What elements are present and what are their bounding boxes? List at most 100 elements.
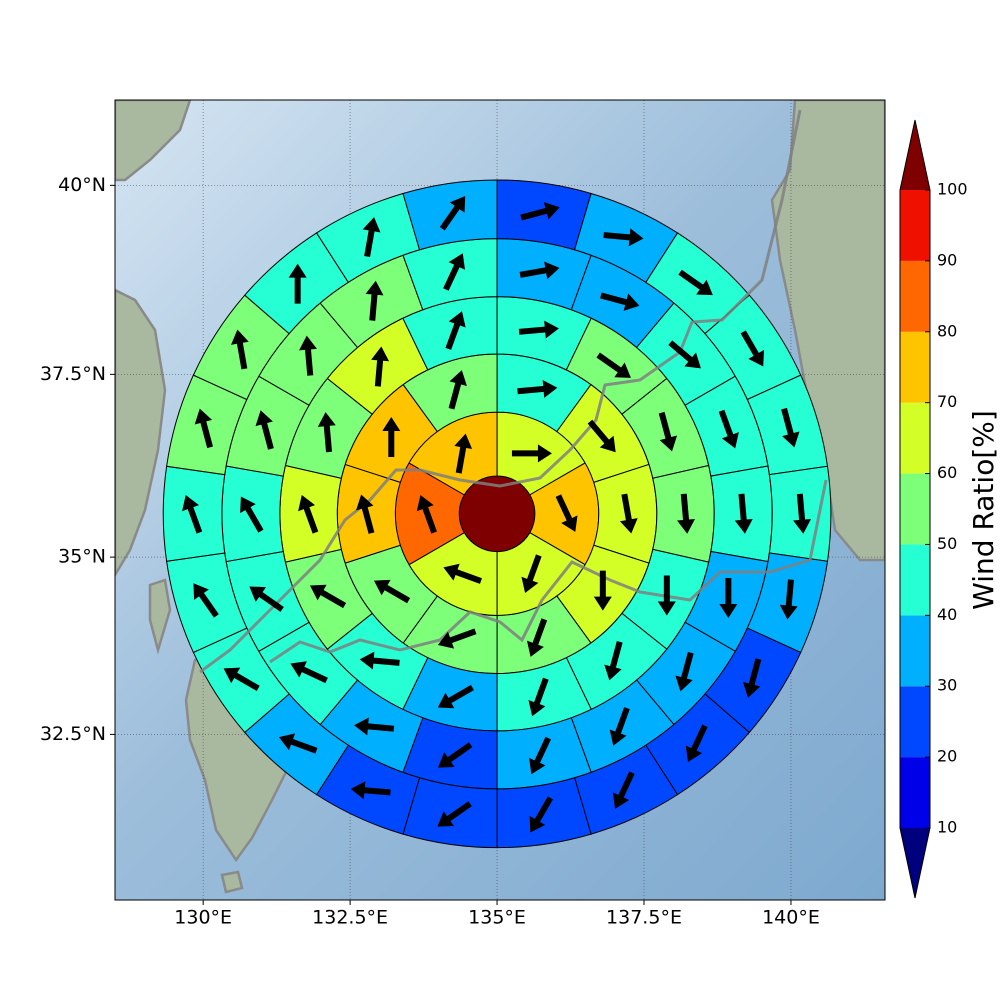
wind-arrow <box>437 801 472 827</box>
wind-arrow <box>593 570 612 611</box>
x-tick-label: 135°E <box>468 907 526 929</box>
wind-arrow <box>600 292 640 311</box>
wind-arrow <box>373 579 411 604</box>
wind-arrow <box>194 408 213 449</box>
colorbar-label: Wind Ratio[%] <box>967 410 1000 610</box>
colorbar-bin <box>900 331 930 403</box>
x-tick-label: 137.5°E <box>606 907 682 929</box>
colorbar-bin <box>900 544 930 616</box>
colorbar-tick-label: 70 <box>937 392 957 411</box>
x-tick-label: 140°E <box>762 907 820 929</box>
wind-arrow <box>609 707 630 746</box>
colorbar-bin <box>900 686 930 758</box>
wind-arrow <box>529 736 551 775</box>
colorbar: 10 20 30 40 50 60 70 80 90 100 <box>899 119 968 899</box>
y-tick-label: 32.5°N <box>40 723 106 745</box>
wind-arrow <box>249 586 284 612</box>
wind-arrow <box>517 379 558 398</box>
wind-arrow <box>448 370 467 410</box>
wind-arrow <box>362 217 381 258</box>
wind-arrow <box>223 667 260 692</box>
colorbar-tick-label: 60 <box>937 463 957 482</box>
colorbar-tick-label: 50 <box>937 534 957 553</box>
colorbar-bin <box>900 473 930 545</box>
wind-arrow <box>519 261 560 280</box>
wind-arrow <box>240 496 264 533</box>
wind-arrow <box>779 579 798 620</box>
wind-arrow <box>288 263 307 304</box>
wind-arrow <box>528 677 549 717</box>
wind-arrow <box>685 724 708 763</box>
wind-arrow <box>231 329 249 370</box>
wind-arrow <box>793 493 812 534</box>
wind-arrow <box>677 493 695 534</box>
y-tick-label: 35°N <box>58 546 106 568</box>
wind-arrow <box>529 796 553 833</box>
colorbar-tick-label: 80 <box>937 321 957 340</box>
x-tick-label: 132.5°E <box>312 907 388 929</box>
colorbar-bin <box>900 402 930 474</box>
wind-arrow <box>675 651 694 692</box>
wind-arrow <box>445 311 466 350</box>
wind-arrow <box>437 628 477 649</box>
wind-arrow <box>439 196 466 231</box>
sectors <box>162 179 832 849</box>
frame <box>114 99 886 901</box>
wind-arrow <box>443 563 482 584</box>
wind-arrow <box>298 494 319 534</box>
sector <box>496 179 592 251</box>
arrows <box>182 196 812 833</box>
x-tick-label: 130°E <box>174 907 232 929</box>
wind-arrow <box>182 494 203 534</box>
wind-arrow <box>734 493 753 534</box>
colorbar-bin <box>900 615 930 687</box>
wind-arrow <box>382 416 401 457</box>
wind-arrow <box>668 340 701 369</box>
labels: 130°E 132.5°E 135°E 137.5°E 140°E 32.5°N 35°N 3… <box>40 174 820 929</box>
wind-arrow <box>371 346 390 387</box>
wind-arrow <box>518 320 559 339</box>
wind-arrow <box>437 742 473 768</box>
wind-arrow <box>356 494 375 534</box>
wind-arrow <box>521 554 542 593</box>
wind-arrow <box>555 494 578 532</box>
y-tick-label: 37.5°N <box>40 363 106 385</box>
wind-arrow <box>781 407 800 448</box>
wind-arrow <box>309 584 347 609</box>
colorbar-bin <box>900 190 930 261</box>
wind-arrow <box>740 330 765 367</box>
wind-arrow <box>587 419 616 453</box>
colorbar-over <box>900 120 930 190</box>
wind-arrow <box>193 583 219 618</box>
wind-arrow <box>520 202 560 221</box>
coastline <box>199 109 828 674</box>
wind-arrow <box>437 684 474 709</box>
colorbar-bin <box>900 757 930 828</box>
wind-arrow <box>742 658 762 698</box>
colorbar-tick-label: 10 <box>937 818 957 837</box>
wind-arrow <box>526 618 548 657</box>
wind-arrow <box>365 280 384 321</box>
wind-arrow <box>278 733 318 754</box>
wind-arrow <box>416 494 437 534</box>
colorbar-under <box>900 828 930 898</box>
sector <box>402 777 498 849</box>
wind-arrow <box>299 335 317 376</box>
wind-arrow <box>603 228 644 247</box>
wind-arrow <box>454 433 473 474</box>
wind-arrow <box>596 352 631 378</box>
wind-arrow <box>317 412 336 453</box>
colorbar-tick-label: 30 <box>937 676 957 695</box>
wind-arrow <box>604 641 623 681</box>
wind-arrow <box>354 717 395 736</box>
wind-arrow <box>718 409 739 449</box>
y-tick-label: 40°N <box>58 174 106 196</box>
wind-arrow <box>719 577 738 618</box>
wind-arrow <box>359 651 400 670</box>
colorbar-bin <box>900 260 930 332</box>
colorbar-tick-label: 90 <box>937 250 957 269</box>
wind-arrow <box>612 771 635 809</box>
wind-arrow <box>657 575 676 616</box>
colorbar-tick-label: 40 <box>937 605 957 624</box>
wind-arrow <box>658 411 678 452</box>
